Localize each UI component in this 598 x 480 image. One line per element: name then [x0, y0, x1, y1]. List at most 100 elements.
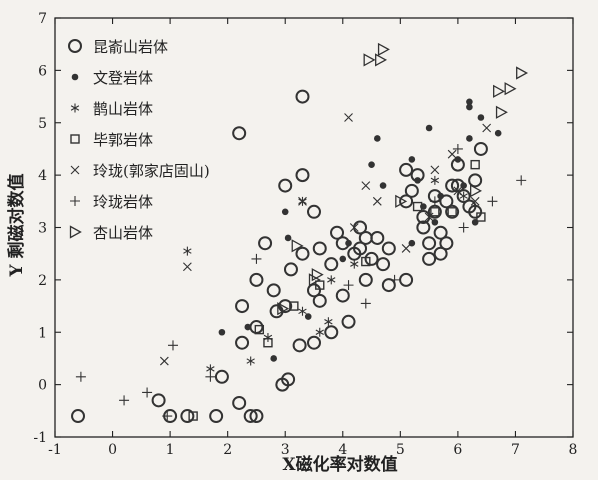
legend-label: 鹊山岩体: [93, 100, 153, 118]
data-point: [295, 168, 310, 183]
data-point: [142, 387, 153, 398]
y-axis-label: Y 剩磁对数值: [6, 173, 27, 277]
square-marker: [289, 301, 299, 311]
data-point: [315, 280, 325, 290]
circle-marker: [468, 204, 483, 219]
y-tick-label: 6: [38, 63, 47, 79]
circle-marker: [468, 173, 483, 188]
x-marker: [344, 113, 353, 122]
data-point: [298, 196, 307, 206]
data-point: [307, 335, 321, 350]
circle-marker: [422, 236, 437, 251]
circle-marker: [335, 288, 350, 303]
legend-symbol: [70, 134, 80, 144]
axes: -1 0 1 2 3 4 5 6 7 8 -1 0 1 2 3 4 5 6 7: [33, 11, 577, 458]
star-marker: [246, 356, 255, 366]
circle-marker: [249, 272, 264, 287]
data-point: [399, 162, 414, 177]
square-marker: [412, 201, 423, 212]
data-point: [429, 196, 440, 207]
circle-marker: [330, 225, 345, 240]
data-point: [258, 236, 273, 251]
circle-marker: [258, 236, 273, 251]
data-point: [275, 377, 290, 392]
y-tick-label: 0: [38, 378, 47, 394]
data-point: [487, 196, 498, 207]
star-marker: [327, 275, 336, 285]
triangle-marker: [516, 66, 529, 80]
data-point: [381, 241, 396, 256]
triangle-marker: [395, 194, 408, 208]
data-point: [414, 177, 421, 184]
data-point: [180, 409, 195, 424]
data-point: [284, 234, 292, 242]
plus-marker: [162, 411, 173, 422]
plus-marker: [429, 196, 440, 207]
data-point: [75, 371, 86, 382]
data-point: [298, 306, 307, 316]
plus-marker: [251, 253, 262, 264]
circle-marker: [399, 272, 414, 287]
square-marker: [361, 256, 371, 267]
data-point: [466, 98, 473, 106]
data-point: [183, 246, 192, 256]
dot-marker: [71, 73, 79, 81]
series-6: [75, 143, 527, 422]
circle-marker: [232, 395, 247, 410]
circle-marker: [292, 338, 307, 353]
data-point: [401, 244, 411, 253]
legend-label: 杏山岩体: [93, 224, 153, 242]
x-tick-label: -1: [48, 442, 62, 458]
data-point: [232, 126, 247, 141]
circle-marker: [422, 251, 437, 266]
y-tick-label: 1: [38, 325, 47, 341]
data-point: [341, 314, 356, 329]
data-point: [495, 105, 508, 119]
circle-marker: [249, 409, 264, 424]
legend-label: 毕郭岩体: [93, 131, 153, 149]
data-point: [430, 175, 440, 185]
plus-marker: [458, 222, 469, 233]
circle-marker: [307, 283, 321, 298]
data-point: [437, 192, 444, 200]
y-tick-label: 3: [38, 221, 47, 237]
circle-marker: [439, 236, 454, 251]
data-point: [167, 340, 178, 351]
circle-marker: [353, 241, 368, 256]
plus-marker: [70, 196, 80, 206]
data-point: [249, 272, 264, 287]
data-point: [466, 103, 473, 111]
data-point: [377, 42, 390, 57]
x-marker: [298, 196, 307, 206]
data-point: [381, 278, 396, 293]
y-tick-label: 4: [38, 168, 47, 184]
dot-marker: [284, 234, 292, 242]
circle-marker: [433, 246, 448, 261]
data-point: [350, 259, 359, 269]
data-point: [324, 257, 339, 272]
x-marker: [182, 262, 192, 272]
data-point: [263, 332, 273, 342]
dot-marker: [218, 328, 226, 336]
data-point: [308, 273, 321, 287]
data-point: [375, 53, 388, 67]
data-point: [71, 409, 86, 424]
data-point: [249, 409, 264, 424]
data-point: [430, 207, 440, 217]
triangle-marker: [470, 184, 483, 198]
y-tick-label: 2: [38, 273, 47, 289]
data-point: [361, 181, 371, 190]
triangle-marker: [504, 82, 517, 96]
legend-item: 文登岩体: [71, 69, 153, 87]
data-point: [473, 141, 488, 156]
data-point: [447, 149, 457, 159]
data-point: [395, 194, 408, 208]
square-marker: [70, 134, 80, 144]
x-marker: [361, 181, 371, 190]
data-point: [283, 262, 298, 277]
data-point: [312, 241, 327, 256]
data-point: [266, 283, 281, 298]
circle-marker: [341, 314, 356, 329]
plus-marker: [452, 143, 463, 154]
